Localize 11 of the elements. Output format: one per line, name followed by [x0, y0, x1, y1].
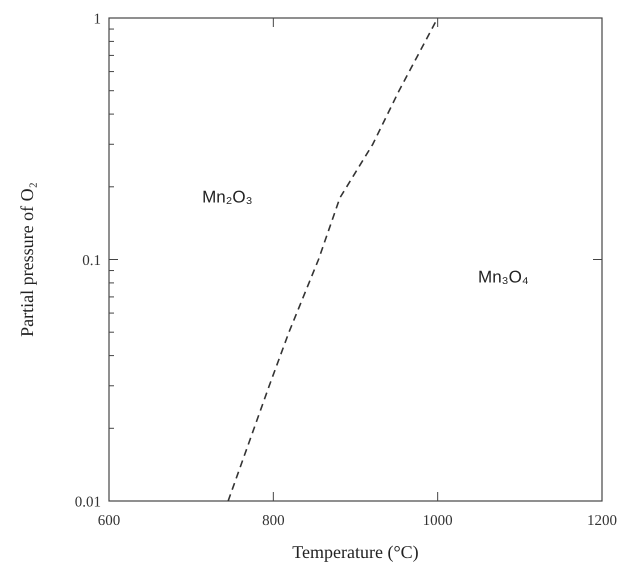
y-tick-label: 0.01	[74, 494, 101, 510]
annotation: Mn₂O₃	[202, 188, 253, 207]
y-tick-label: 1	[94, 11, 101, 28]
x-tick-label: 1000	[422, 513, 453, 529]
x-tick-label: 600	[98, 513, 120, 529]
annotation: Mn₃O₄	[478, 267, 529, 286]
x-tick-label: 800	[262, 513, 285, 529]
x-tick-label: 1200	[587, 513, 617, 529]
x-axis-title: Temperature (°C)	[292, 542, 419, 562]
y-axis-title: Partial pressure of O₂	[17, 182, 37, 337]
y-tick-label: 0.1	[82, 252, 101, 269]
